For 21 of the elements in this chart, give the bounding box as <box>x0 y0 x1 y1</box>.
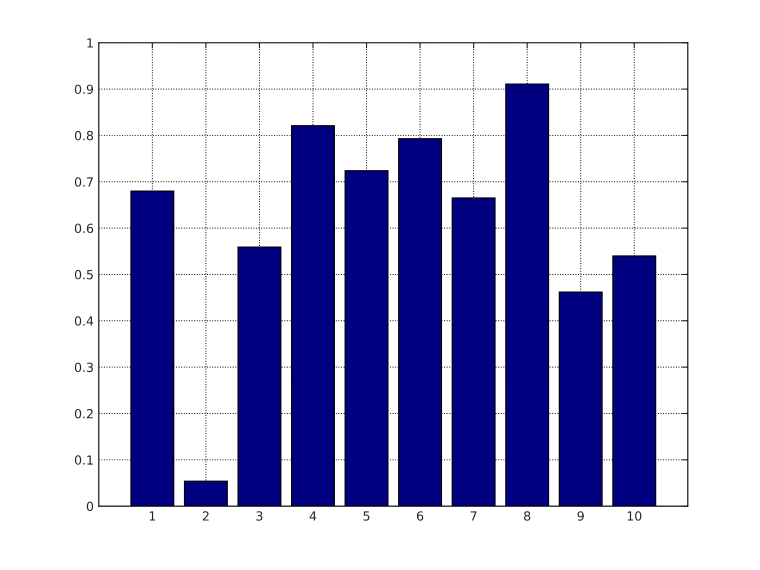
x-tick-label: 10 <box>628 511 642 521</box>
x-tick-label: 8 <box>524 511 530 521</box>
y-tick-label: 0.7 <box>74 177 93 187</box>
x-tick-label: 9 <box>578 511 584 521</box>
x-tick-label: 7 <box>470 511 477 521</box>
y-tick-label: 1 <box>87 38 93 48</box>
y-tick-label: 0.9 <box>74 84 94 94</box>
x-tick-label: 2 <box>202 511 209 521</box>
x-tick-label: 6 <box>416 511 424 521</box>
y-tick-label: 0 <box>86 502 94 512</box>
y-tick-label: 0.5 <box>74 270 93 280</box>
y-tick-label: 0.2 <box>74 408 93 418</box>
y-tick-label: 0.4 <box>74 316 94 326</box>
y-tick-label: 0.8 <box>74 130 94 140</box>
x-tick-label: 3 <box>256 511 262 521</box>
x-tick-label: 5 <box>364 511 370 521</box>
y-tick-label: 0.6 <box>74 224 94 234</box>
y-tick-label: 0.1 <box>74 455 93 465</box>
y-tick-label: 0.3 <box>74 362 93 372</box>
x-tick-label: 4 <box>310 511 316 521</box>
x-tick-label: 1 <box>150 511 156 521</box>
